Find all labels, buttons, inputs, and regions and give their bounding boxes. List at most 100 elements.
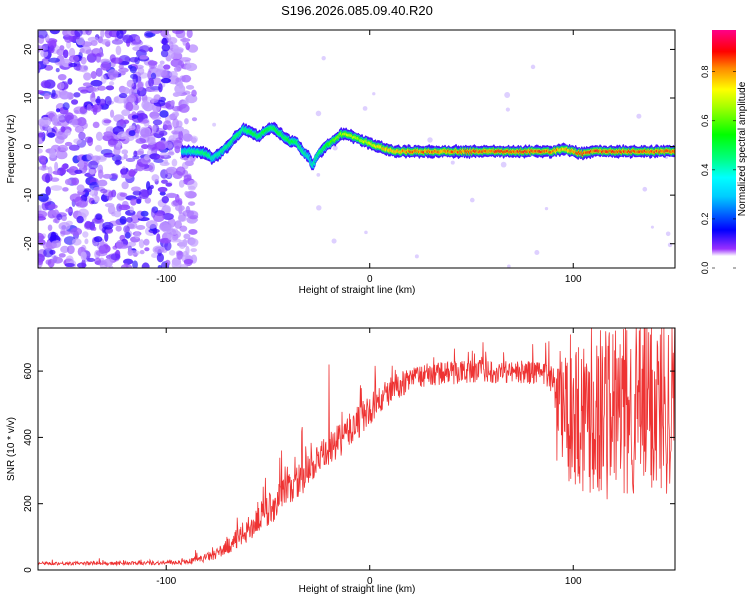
noise-blob	[52, 256, 64, 264]
noise-blob	[51, 89, 56, 98]
noise-blob	[80, 89, 89, 94]
noise-blob	[183, 259, 194, 264]
noise-blob	[183, 174, 192, 182]
noise-blob	[64, 262, 75, 268]
snr-xlabel: Height of straight line (km)	[299, 584, 416, 595]
noise-blob	[104, 232, 109, 242]
colorbar-tick-label: 0.6	[700, 115, 710, 128]
noise-blob	[191, 117, 198, 122]
noise-blob	[157, 265, 162, 268]
x-tick-label: 100	[565, 274, 582, 285]
noise-blob	[92, 121, 100, 129]
noise-speck	[505, 107, 510, 112]
noise-blob	[167, 51, 174, 60]
noise-blob	[109, 54, 116, 63]
noise-blob	[132, 40, 144, 46]
noise-blob	[49, 45, 55, 54]
noise-blob	[158, 83, 163, 93]
noise-blob	[118, 204, 131, 211]
noise-blob	[119, 118, 124, 127]
noise-blob	[100, 74, 107, 84]
noise-blob	[181, 74, 192, 83]
noise-blob	[97, 169, 104, 179]
noise-blob	[117, 131, 129, 140]
noise-speck	[316, 205, 322, 211]
noise-blob	[43, 247, 54, 258]
noise-blob	[97, 179, 108, 187]
noise-blob	[132, 190, 142, 196]
noise-blob	[68, 144, 80, 151]
noise-blob	[100, 188, 108, 194]
noise-blob	[175, 204, 185, 212]
noise-blob	[102, 173, 113, 179]
noise-blob	[153, 158, 164, 163]
y-tick-label: 20	[23, 43, 34, 55]
noise-blob	[185, 42, 191, 51]
noise-blob	[81, 121, 88, 130]
noise-blob	[161, 204, 171, 213]
noise-blob	[174, 111, 180, 117]
noise-blob	[152, 119, 163, 126]
colorbar-gradient	[712, 30, 736, 268]
noise-blob	[58, 222, 71, 231]
noise-blob	[189, 214, 199, 220]
ridge-mark	[672, 149, 675, 153]
noise-blob	[145, 220, 158, 229]
noise-speck	[362, 106, 368, 111]
noise-blob	[60, 126, 66, 133]
noise-blob	[111, 154, 122, 162]
noise-speck	[530, 64, 536, 70]
x-tick-label: 0	[367, 576, 373, 587]
noise-blob	[190, 248, 197, 253]
noise-blob	[60, 82, 65, 90]
noise-blob	[128, 88, 135, 97]
noise-blob	[156, 253, 164, 263]
spectrogram-noise-blobs	[38, 30, 673, 268]
noise-blob	[182, 36, 187, 46]
noise-blob	[51, 116, 58, 126]
noise-blob	[64, 178, 72, 186]
noise-blob	[159, 237, 172, 244]
noise-blob	[168, 37, 178, 45]
noise-blob	[113, 210, 122, 218]
noise-blob	[54, 135, 65, 144]
noise-blob	[102, 221, 114, 230]
y-tick-label: 0	[23, 567, 34, 573]
noise-blob	[103, 152, 115, 158]
noise-blob	[38, 148, 43, 154]
noise-blob	[141, 144, 149, 150]
noise-blob	[150, 72, 157, 80]
noise-blob	[100, 39, 111, 45]
noise-blob	[161, 195, 169, 204]
noise-blob	[121, 109, 130, 117]
noise-blob	[141, 100, 150, 110]
noise-blob	[42, 242, 53, 250]
noise-blob	[77, 208, 89, 218]
noise-blob	[116, 30, 124, 39]
colorbar-label: Normalized spectral amplitude	[737, 81, 748, 216]
noise-blob	[54, 161, 59, 172]
noise-speck	[331, 238, 337, 244]
noise-blob	[76, 184, 85, 192]
x-tick-label: -100	[156, 576, 176, 587]
noise-speck	[500, 161, 507, 168]
noise-blob	[126, 217, 133, 223]
noise-blob	[68, 119, 79, 126]
noise-blob	[80, 251, 87, 261]
noise-blob	[73, 106, 86, 115]
snr-series-line	[38, 328, 675, 567]
noise-blob	[174, 220, 182, 229]
noise-blob	[78, 159, 85, 169]
colorbar: 0.0 0.2 0.4 0.6 0.8 Normalized spectral ampl…	[700, 30, 748, 274]
noise-blob	[105, 85, 115, 91]
noise-blob	[109, 109, 115, 118]
noise-speck	[316, 173, 321, 177]
noise-blob	[73, 92, 81, 98]
noise-blob	[150, 97, 159, 103]
noise-blob	[150, 30, 163, 35]
noise-blob	[71, 238, 82, 246]
noise-blob	[125, 101, 134, 112]
noise-speck	[642, 186, 648, 192]
noise-blob	[92, 226, 97, 231]
